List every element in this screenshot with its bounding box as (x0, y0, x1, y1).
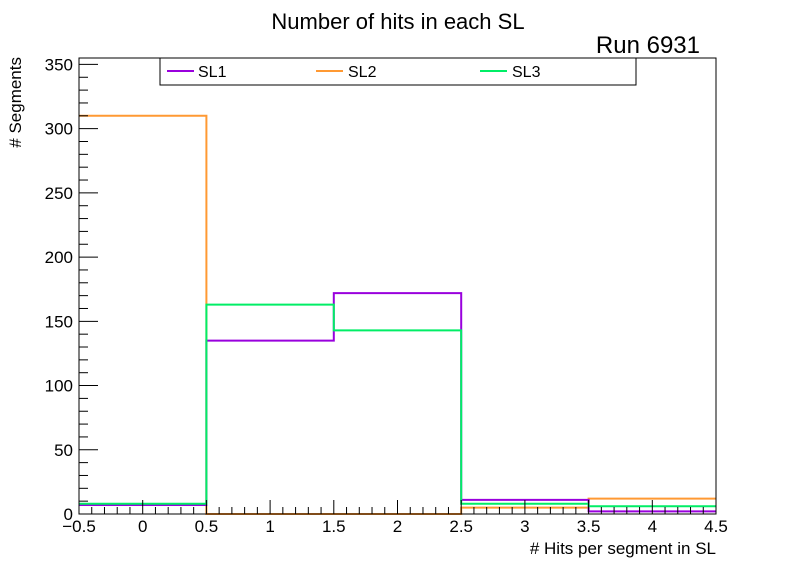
series-sl3-line (79, 303, 716, 508)
legend-label-sl2: SL2 (348, 64, 377, 81)
y-tick-label: 200 (45, 248, 73, 267)
run-label: Run 6931 (596, 32, 700, 59)
x-tick-label: 3.5 (577, 517, 601, 536)
plot-frame (78, 57, 717, 515)
x-tick-label: 2.5 (449, 517, 473, 536)
legend-label-sl3: SL3 (512, 64, 541, 81)
x-tick-label: 4 (648, 517, 657, 536)
y-tick-label: 50 (54, 441, 73, 460)
series-sl2-line (79, 114, 716, 515)
x-axis-label: # Hits per segment in SL (530, 539, 716, 558)
x-tick-label: 1 (265, 517, 274, 536)
x-tick-label: 3 (520, 517, 529, 536)
x-tick-label: 4.5 (704, 517, 728, 536)
chart-title: Number of hits in each SL (271, 9, 524, 34)
legend-box (159, 57, 637, 86)
y-axis-label: # Segments (6, 57, 25, 148)
x-tick-label: 0.5 (195, 517, 219, 536)
axis-layer: −0.5 0 0.5 1 1.5 2 2.5 3 3.5 4 4.50501001502002503… (45, 55, 728, 536)
y-tick-label: 100 (45, 377, 73, 396)
y-tick-label: 300 (45, 120, 73, 139)
legend-label-sl1: SL1 (198, 64, 227, 81)
y-tick-label: 350 (45, 55, 73, 74)
x-tick-label: 2 (393, 517, 402, 536)
x-tick-label: 0 (138, 517, 147, 536)
y-tick-label: 250 (45, 184, 73, 203)
x-tick-label: −0.5 (62, 517, 96, 536)
series-sl1-line (79, 292, 716, 513)
x-tick-label: 1.5 (322, 517, 346, 536)
y-tick-label: 150 (45, 312, 73, 331)
y-tick-label: 0 (64, 505, 73, 524)
legend: SL1 SL2 SL3 (159, 57, 637, 86)
series-layer (79, 114, 716, 515)
